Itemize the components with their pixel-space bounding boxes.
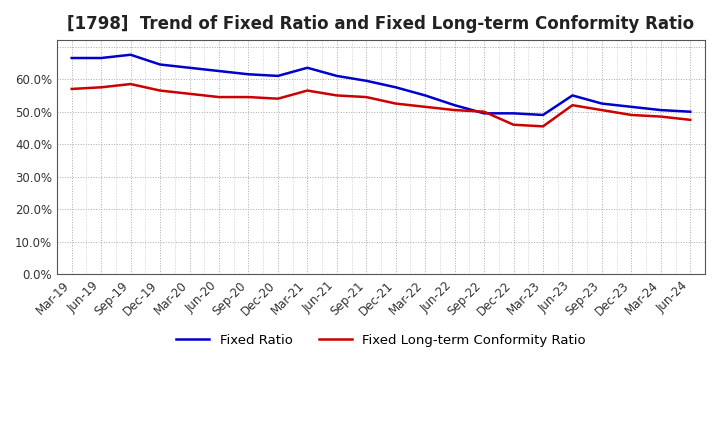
Fixed Long-term Conformity Ratio [68,86,76,92]
Fixed Long-term Conformity Ratio [215,95,223,100]
Fixed Ratio [627,104,636,110]
Fixed Ratio [68,55,76,61]
Fixed Long-term Conformity Ratio [480,109,488,114]
Fixed Long-term Conformity Ratio [509,122,518,127]
Fixed Ratio [480,111,488,116]
Line: Fixed Long-term Conformity Ratio: Fixed Long-term Conformity Ratio [72,84,690,126]
Fixed Long-term Conformity Ratio [598,107,606,113]
Fixed Long-term Conformity Ratio [185,91,194,96]
Fixed Long-term Conformity Ratio [244,95,253,100]
Fixed Long-term Conformity Ratio [450,107,459,113]
Fixed Ratio [509,111,518,116]
Fixed Long-term Conformity Ratio [333,93,341,98]
Fixed Ratio [274,73,282,79]
Fixed Long-term Conformity Ratio [126,81,135,87]
Fixed Ratio [126,52,135,57]
Fixed Ratio [303,65,312,70]
Fixed Ratio [97,55,106,61]
Title: [1798]  Trend of Fixed Ratio and Fixed Long-term Conformity Ratio: [1798] Trend of Fixed Ratio and Fixed Lo… [68,15,695,33]
Legend: Fixed Ratio, Fixed Long-term Conformity Ratio: Fixed Ratio, Fixed Long-term Conformity … [171,329,591,352]
Fixed Ratio [244,72,253,77]
Fixed Ratio [362,78,371,84]
Fixed Ratio [539,112,547,117]
Fixed Long-term Conformity Ratio [627,112,636,117]
Fixed Long-term Conformity Ratio [421,104,430,110]
Fixed Ratio [185,65,194,70]
Fixed Long-term Conformity Ratio [362,95,371,100]
Fixed Ratio [568,93,577,98]
Fixed Long-term Conformity Ratio [539,124,547,129]
Fixed Long-term Conformity Ratio [156,88,164,93]
Fixed Ratio [450,103,459,108]
Fixed Ratio [686,109,695,114]
Fixed Long-term Conformity Ratio [568,103,577,108]
Fixed Long-term Conformity Ratio [657,114,665,119]
Fixed Long-term Conformity Ratio [97,84,106,90]
Fixed Ratio [657,107,665,113]
Fixed Ratio [215,68,223,73]
Fixed Ratio [392,84,400,90]
Fixed Ratio [156,62,164,67]
Fixed Long-term Conformity Ratio [392,101,400,106]
Fixed Long-term Conformity Ratio [274,96,282,101]
Fixed Ratio [598,101,606,106]
Fixed Ratio [333,73,341,79]
Fixed Long-term Conformity Ratio [686,117,695,122]
Line: Fixed Ratio: Fixed Ratio [72,55,690,115]
Fixed Long-term Conformity Ratio [303,88,312,93]
Fixed Ratio [421,93,430,98]
